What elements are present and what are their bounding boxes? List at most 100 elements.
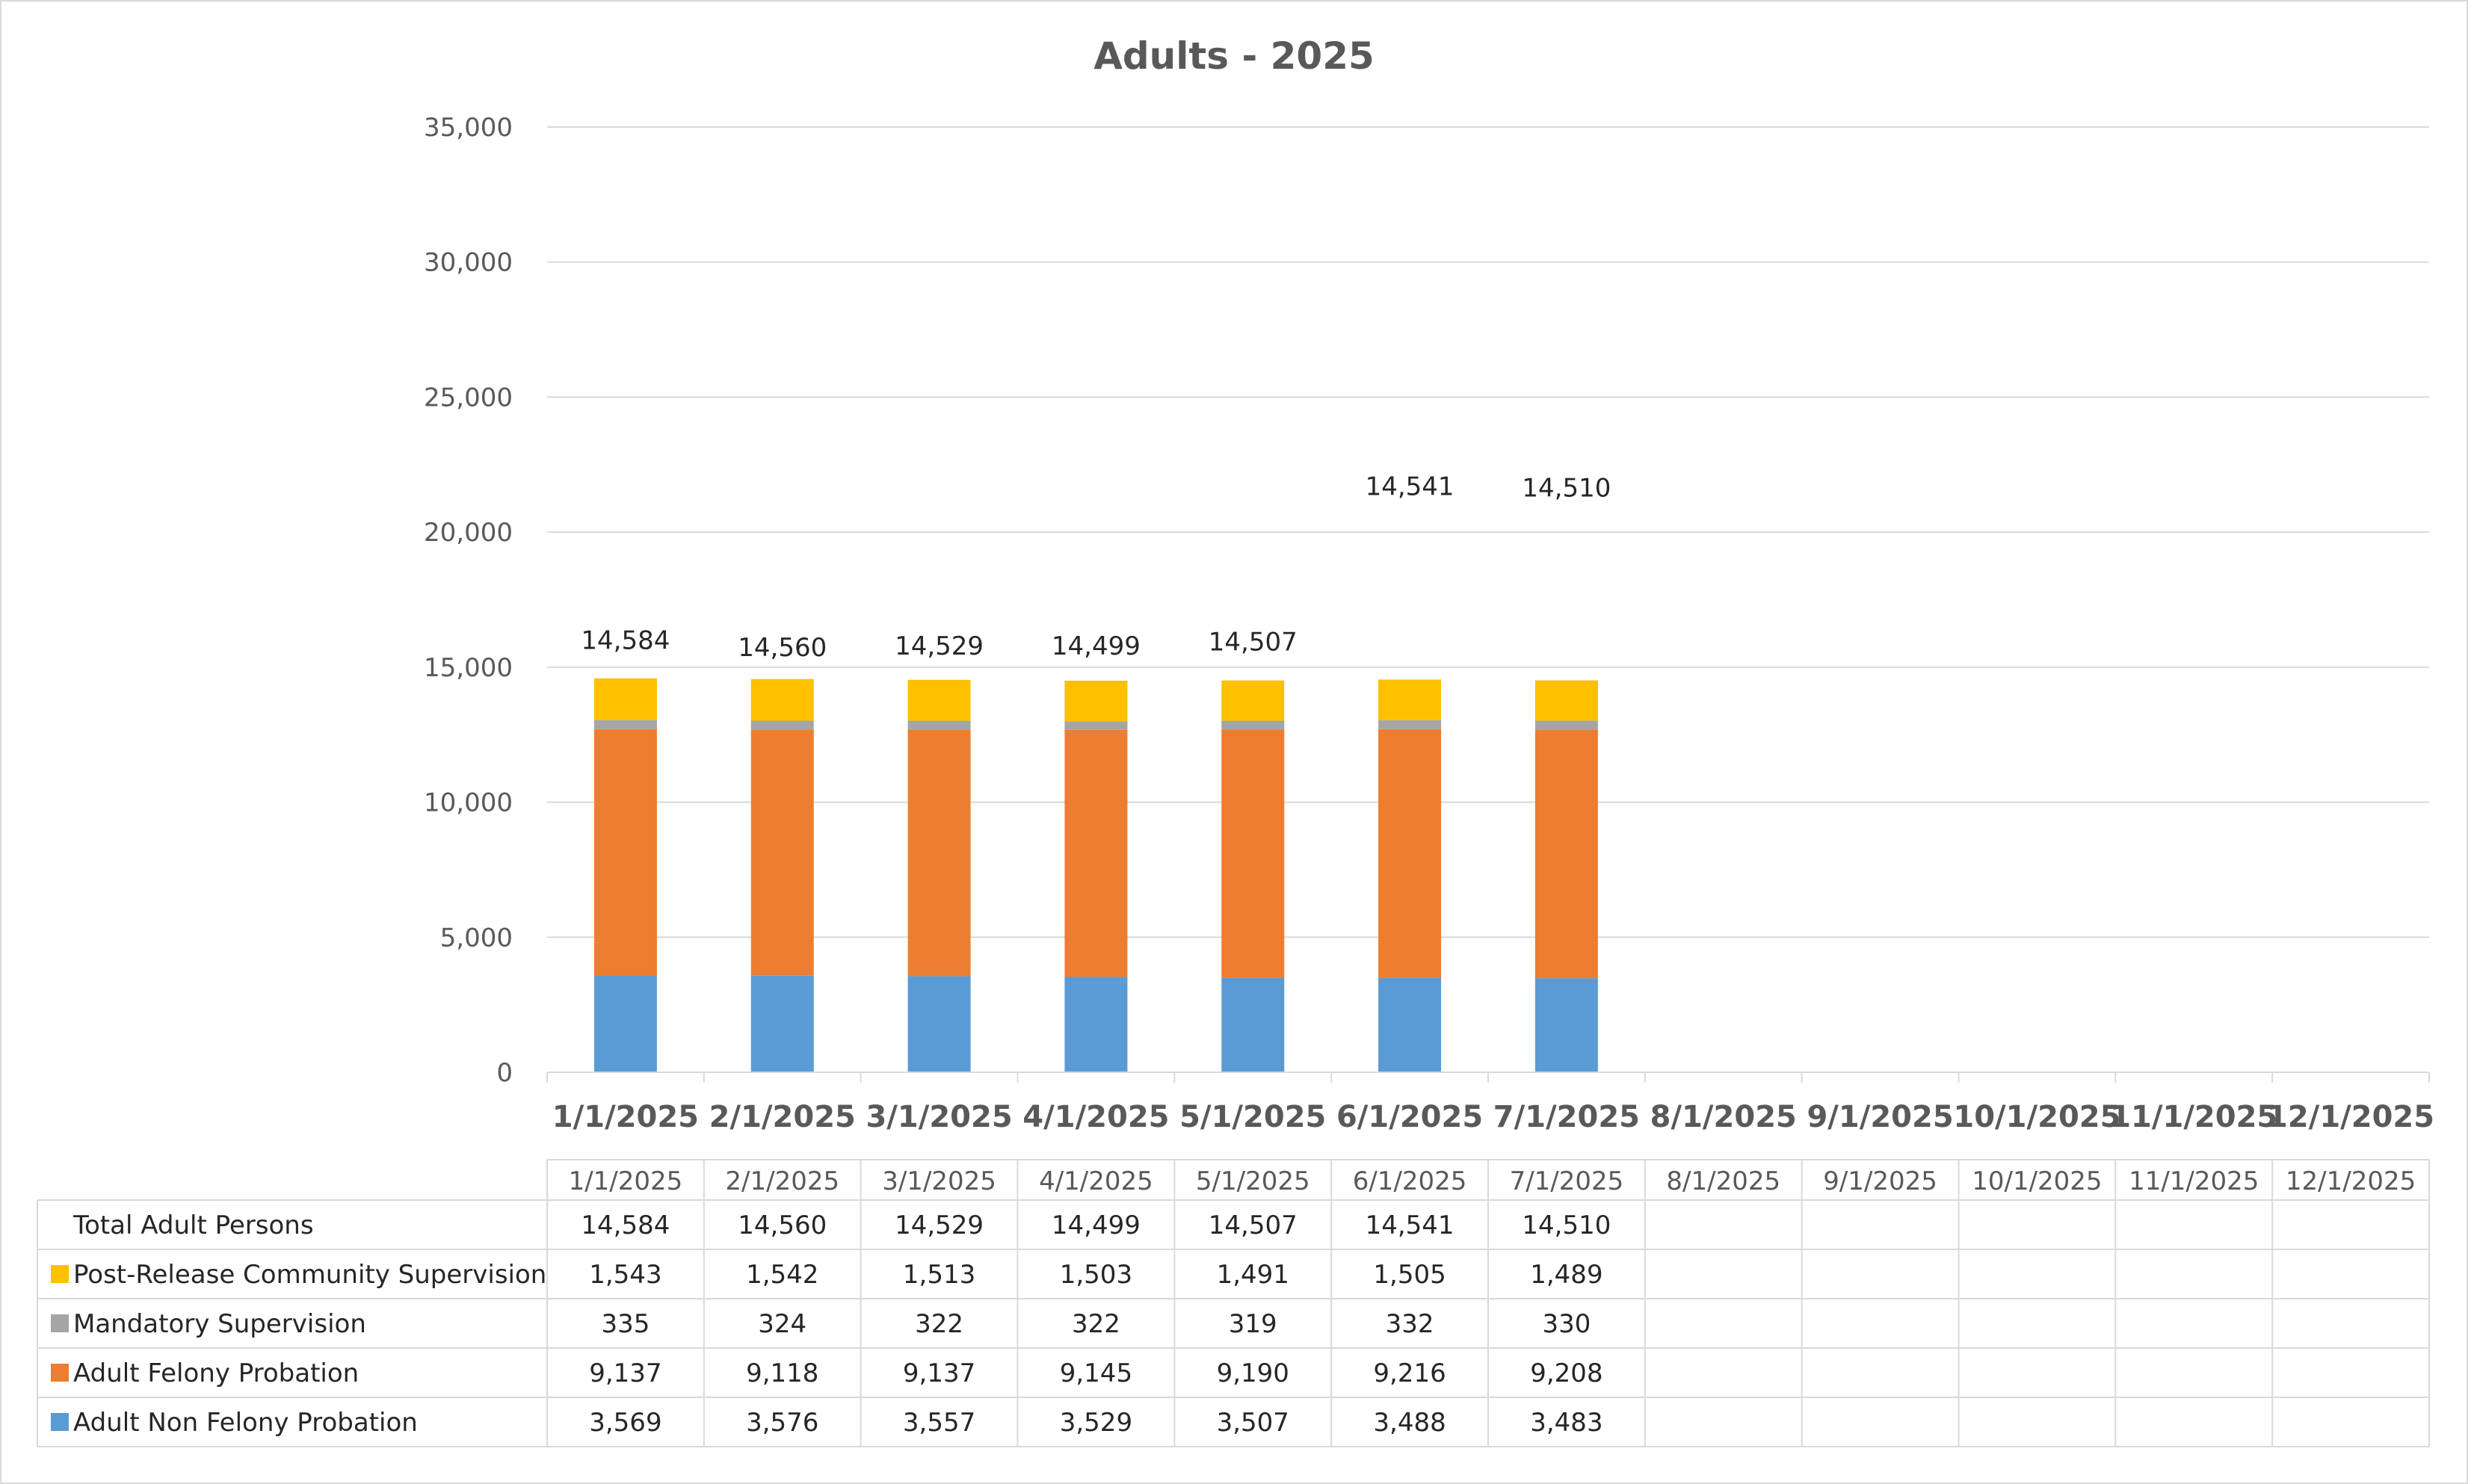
bar-post-release-community-supervision <box>1064 680 1128 722</box>
y-tick-label: 5,000 <box>440 923 513 953</box>
y-tick-label: 25,000 <box>424 383 513 412</box>
table-cell: 9,137 <box>589 1358 661 1388</box>
y-axis: 0 5,000 10,000 15,000 20,000 25,000 30,000 35,0… <box>424 113 513 1088</box>
table-cell: 332 <box>1386 1309 1434 1339</box>
bar-mandatory-supervision <box>1534 720 1598 730</box>
table-header-cell: 2/1/2025 <box>725 1166 839 1196</box>
table-row-label: Total Adult Persons <box>73 1211 314 1240</box>
bar-post-release-community-supervision <box>1534 680 1598 721</box>
table-cell: 1,543 <box>589 1260 661 1290</box>
table-header-cell: 5/1/2025 <box>1196 1166 1310 1196</box>
table-row-label: Mandatory Supervision <box>73 1309 366 1339</box>
bar-post-release-community-supervision <box>1221 680 1285 721</box>
table-row-label: Adult Felony Probation <box>73 1358 359 1388</box>
bar-adult-non-felony-probation <box>1534 978 1598 1072</box>
total-data-label: 14,584 <box>581 626 670 656</box>
table-row-label: Adult Non Felony Probation <box>73 1408 418 1438</box>
legend-key <box>51 1265 69 1283</box>
legend-key <box>51 1314 69 1332</box>
table-cell: 3,507 <box>1217 1408 1289 1438</box>
x-category-label: 9/1/2025 <box>1807 1100 1953 1134</box>
gridlines <box>547 126 2429 939</box>
table-cell: 1,491 <box>1217 1260 1289 1290</box>
total-data-label: 14,507 <box>1209 628 1298 658</box>
x-category-label: 10/1/2025 <box>1953 1100 2120 1134</box>
table-cell: 14,541 <box>1366 1211 1454 1240</box>
bar-mandatory-supervision <box>1064 721 1128 730</box>
legend-key <box>51 1364 69 1382</box>
x-category-label: 8/1/2025 <box>1650 1100 1797 1134</box>
table-cell: 9,208 <box>1530 1358 1602 1388</box>
table-header-cell: 1/1/2025 <box>569 1166 683 1196</box>
table-cell: 9,216 <box>1373 1358 1446 1388</box>
table-cell: 319 <box>1229 1309 1277 1339</box>
x-category-label: 1/1/2025 <box>552 1100 699 1134</box>
table-cell: 14,529 <box>895 1211 984 1240</box>
bar-adult-non-felony-probation <box>907 976 971 1072</box>
y-tick-label: 20,000 <box>424 518 513 548</box>
bar-adult-non-felony-probation <box>1221 977 1285 1072</box>
x-category-label: 3/1/2025 <box>866 1100 1012 1134</box>
bar-post-release-community-supervision <box>1378 679 1442 720</box>
table-cell: 9,137 <box>903 1358 975 1388</box>
bar-adult-felony-probation <box>1534 729 1598 979</box>
bar-adult-felony-probation <box>1221 729 1285 978</box>
x-axis: 1/1/2025 2/1/2025 3/1/2025 4/1/2025 5/1/2025… <box>546 1072 2434 1134</box>
table-header-cell: 8/1/2025 <box>1666 1166 1780 1196</box>
y-tick-label: 0 <box>496 1058 513 1088</box>
x-category-label: 5/1/2025 <box>1179 1100 1326 1134</box>
bar-mandatory-supervision <box>593 720 657 729</box>
table-cell: 3,569 <box>589 1408 661 1438</box>
table-cell: 9,190 <box>1217 1358 1289 1388</box>
table-cell: 3,529 <box>1060 1408 1132 1438</box>
table-header-cell: 10/1/2025 <box>1972 1166 2102 1196</box>
y-tick-label: 35,000 <box>424 113 513 143</box>
table-header-cell: 11/1/2025 <box>2129 1166 2259 1196</box>
x-category-label: 12/1/2025 <box>2267 1100 2434 1134</box>
table-cell: 335 <box>601 1309 650 1339</box>
table-header-cell: 7/1/2025 <box>1510 1166 1624 1196</box>
table-cell: 14,507 <box>1209 1211 1298 1240</box>
table-cell: 322 <box>915 1309 963 1339</box>
table-cell: 14,510 <box>1522 1211 1611 1240</box>
y-tick-label: 15,000 <box>424 653 513 683</box>
bar-adult-non-felony-probation <box>750 975 814 1072</box>
y-tick-label: 30,000 <box>424 248 513 278</box>
bar-adult-non-felony-probation <box>593 976 657 1072</box>
table-cell: 14,499 <box>1052 1211 1141 1240</box>
total-data-label: 14,560 <box>738 633 827 663</box>
x-category-label: 4/1/2025 <box>1022 1100 1169 1134</box>
bar-mandatory-supervision <box>750 720 814 730</box>
total-data-label: 14,499 <box>1052 631 1141 661</box>
table-cell: 14,584 <box>581 1211 670 1240</box>
bar-adult-non-felony-probation <box>1378 977 1442 1072</box>
x-category-label: 11/1/2025 <box>2110 1100 2277 1134</box>
bar-mandatory-supervision <box>907 720 971 730</box>
bar-post-release-community-supervision <box>750 678 814 721</box>
table-row-label: Post-Release Community Supervision <box>73 1260 546 1290</box>
table-cell: 9,145 <box>1060 1358 1132 1388</box>
table-cell: 9,118 <box>746 1358 818 1388</box>
bar-adult-felony-probation <box>1378 729 1442 978</box>
x-category-label: 7/1/2025 <box>1493 1100 1640 1134</box>
table-header-cell: 4/1/2025 <box>1039 1166 1153 1196</box>
bar-post-release-community-supervision <box>593 678 657 720</box>
bar-post-release-community-supervision <box>907 679 971 721</box>
bar-adult-felony-probation <box>750 729 814 976</box>
total-data-label: 14,510 <box>1522 474 1611 504</box>
data-table: 1/1/2025 2/1/2025 3/1/2025 4/1/2025 5/1/2025… <box>37 1159 2430 1447</box>
table-cell: 3,483 <box>1530 1408 1602 1438</box>
table-cell: 3,488 <box>1373 1408 1446 1438</box>
table-cell: 1,542 <box>746 1260 818 1290</box>
table-header-cell: 9/1/2025 <box>1823 1166 1937 1196</box>
table-header-cell: 6/1/2025 <box>1353 1166 1467 1196</box>
table-cell: 3,557 <box>903 1408 975 1438</box>
y-tick-label: 10,000 <box>424 788 513 818</box>
chart-title: Adults - 2025 <box>1093 34 1375 78</box>
x-category-label: 2/1/2025 <box>709 1100 856 1134</box>
table-cell: 324 <box>758 1309 806 1339</box>
table-cell: 330 <box>1542 1309 1591 1339</box>
bar-adult-non-felony-probation <box>1064 977 1128 1072</box>
table-cell: 1,489 <box>1530 1260 1602 1290</box>
bar-adult-felony-probation <box>1064 729 1128 977</box>
